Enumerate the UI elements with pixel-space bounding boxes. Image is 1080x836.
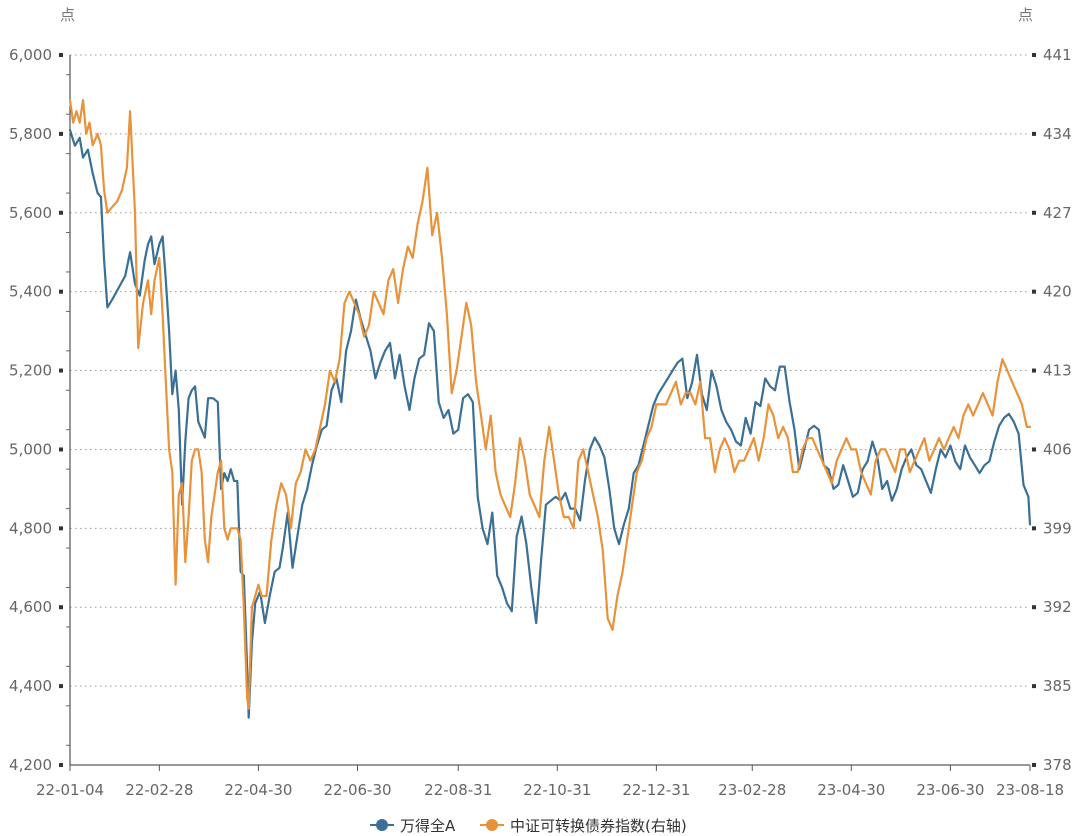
x-tick-label: 23-02-28 bbox=[718, 781, 786, 799]
axes: 6,000 441 5,800 434 5,600 427 5,400 420 5,200 413… bbox=[9, 46, 1072, 799]
right-tick-label: 399 bbox=[1043, 519, 1072, 537]
left-axis-unit: 点 bbox=[60, 6, 75, 24]
left-tick-label: 5,600 bbox=[9, 204, 52, 222]
x-tick-label: 23-06-30 bbox=[916, 781, 984, 799]
legend-label-wande: 万得全A bbox=[400, 817, 456, 835]
legend: 万得全A 中证可转换债券指数(右轴) bbox=[370, 817, 687, 835]
right-tick-label: 406 bbox=[1043, 440, 1072, 458]
right-tick-mark bbox=[1032, 53, 1036, 57]
left-tick-label: 5,200 bbox=[9, 362, 52, 380]
x-tick-label: 22-01-04 bbox=[36, 781, 104, 799]
left-tick-mark bbox=[59, 53, 63, 57]
left-tick-label: 4,200 bbox=[9, 756, 52, 774]
left-tick-mark bbox=[59, 605, 63, 610]
right-tick-mark bbox=[1032, 368, 1036, 373]
series-lines bbox=[68, 99, 1032, 719]
right-tick-label: 434 bbox=[1043, 125, 1072, 143]
right-axis-unit: 点 bbox=[1018, 6, 1033, 24]
x-tick-label: 22-04-30 bbox=[224, 781, 292, 799]
x-tick-label: 23-08-18 bbox=[996, 781, 1064, 799]
right-tick-mark bbox=[1032, 684, 1036, 689]
x-tick-label: 23-04-30 bbox=[817, 781, 885, 799]
x-tick-label: 22-12-31 bbox=[622, 781, 690, 799]
right-tick-label: 427 bbox=[1043, 204, 1072, 222]
left-tick-mark bbox=[59, 526, 63, 531]
left-tick-label: 5,000 bbox=[9, 440, 52, 458]
left-tick-mark bbox=[59, 210, 63, 215]
left-tick-label: 4,400 bbox=[9, 677, 52, 695]
left-tick-label: 5,800 bbox=[9, 125, 52, 143]
left-tick-mark bbox=[59, 684, 63, 689]
right-tick-mark bbox=[1032, 763, 1036, 767]
right-tick-label: 420 bbox=[1043, 283, 1072, 301]
left-tick-mark bbox=[59, 763, 63, 767]
left-tick-label: 4,600 bbox=[9, 598, 52, 616]
left-tick-mark bbox=[59, 289, 63, 294]
gridlines bbox=[70, 54, 1030, 687]
left-tick-label: 5,400 bbox=[9, 283, 52, 301]
right-tick-label: 385 bbox=[1043, 677, 1072, 695]
series-line-convertible-bond-index bbox=[68, 99, 1032, 710]
right-tick-label: 413 bbox=[1043, 362, 1072, 380]
left-tick-mark bbox=[59, 368, 63, 373]
left-tick-label: 4,800 bbox=[9, 519, 52, 537]
right-tick-mark bbox=[1032, 210, 1036, 215]
right-tick-label: 378 bbox=[1043, 756, 1072, 774]
x-tick-label: 22-06-30 bbox=[323, 781, 391, 799]
right-tick-mark bbox=[1032, 447, 1036, 452]
legend-item-wande[interactable]: 万得全A bbox=[370, 817, 456, 835]
right-tick-label: 392 bbox=[1043, 598, 1072, 616]
right-tick-mark bbox=[1032, 526, 1036, 531]
x-tick-label: 22-08-31 bbox=[424, 781, 492, 799]
x-tick-label: 22-10-31 bbox=[523, 781, 591, 799]
legend-label-convertible-bond: 中证可转换债券指数(右轴) bbox=[510, 817, 687, 835]
right-tick-mark bbox=[1032, 605, 1036, 610]
right-tick-label: 441 bbox=[1043, 46, 1072, 64]
right-tick-mark bbox=[1032, 131, 1036, 136]
right-tick-mark bbox=[1032, 289, 1036, 294]
legend-item-convertible-bond[interactable]: 中证可转换债券指数(右轴) bbox=[480, 817, 687, 835]
x-tick-label: 22-02-28 bbox=[125, 781, 193, 799]
left-tick-mark bbox=[59, 447, 63, 452]
left-tick-label: 6,000 bbox=[9, 46, 52, 64]
series-line-wande-all-a bbox=[68, 128, 1032, 719]
left-tick-mark bbox=[59, 131, 63, 136]
